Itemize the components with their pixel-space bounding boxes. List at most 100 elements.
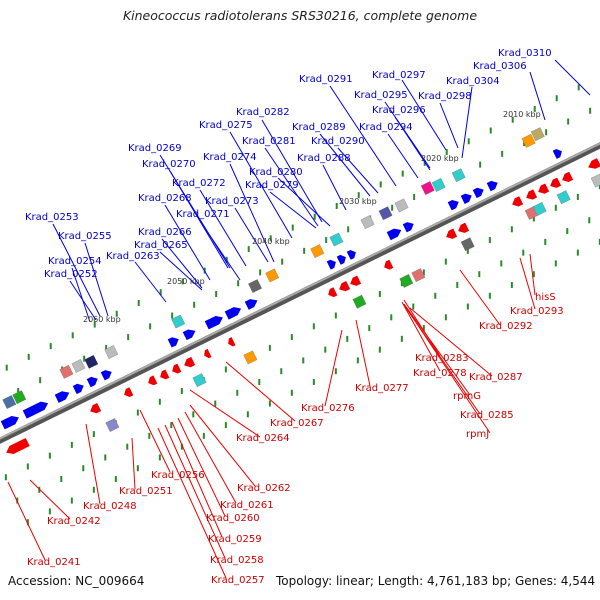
gene-label[interactable]: Krad_0278 — [413, 368, 467, 379]
reverse-label-leader — [139, 409, 171, 473]
gene-label[interactable]: Krad_0292 — [479, 321, 533, 332]
genome-backbone — [0, 142, 600, 444]
forward-gene-arrow — [204, 316, 223, 330]
reverse-label-leader — [7, 481, 46, 561]
gene-label[interactable]: Krad_0272 — [172, 178, 226, 189]
forward-gene-arrow — [0, 415, 19, 430]
reverse-label-leader — [459, 269, 501, 326]
domain-block — [556, 190, 571, 205]
gene-label[interactable]: Krad_0298 — [418, 91, 472, 102]
gene-label[interactable]: Krad_0266 — [138, 227, 192, 238]
gene-label[interactable]: Krad_0280 — [249, 167, 303, 178]
reverse-label-leader — [29, 479, 71, 520]
gene-label[interactable]: hisS — [535, 292, 556, 303]
gene-label[interactable]: Krad_0271 — [176, 209, 230, 220]
forward-gene-labels: Krad_0310 Krad_0306 Krad_0304 Krad_0297 … — [25, 48, 552, 280]
forward-gene-arrow — [54, 391, 70, 403]
domain-block — [248, 279, 262, 293]
reverse-gene-arrow — [339, 280, 351, 292]
gene-label[interactable]: Krad_0254 — [48, 256, 102, 267]
gene-label[interactable]: Krad_0251 — [119, 486, 173, 497]
domain-block — [310, 244, 325, 259]
gene-label[interactable]: Krad_0265 — [134, 240, 188, 251]
gene-label[interactable]: Krad_0304 — [446, 76, 500, 87]
domain-block — [360, 215, 375, 229]
forward-label-leader — [199, 189, 247, 267]
domain-block — [265, 268, 280, 283]
domain-block — [399, 274, 414, 288]
gene-label[interactable]: Krad_0293 — [510, 306, 564, 317]
gene-label[interactable]: Krad_0262 — [237, 483, 291, 494]
gene-label[interactable]: Krad_0267 — [270, 418, 324, 429]
reverse-gene-arrow — [458, 222, 470, 233]
forward-label-leader — [461, 86, 473, 159]
gene-label[interactable]: Krad_0259 — [208, 534, 262, 545]
gene-label[interactable]: Krad_0285 — [460, 410, 514, 421]
gene-label[interactable]: Krad_0252 — [44, 269, 98, 280]
gene-label[interactable]: Krad_0256 — [151, 470, 205, 481]
forward-gene-arrow — [72, 383, 84, 395]
forward-gene-arrow — [167, 337, 179, 348]
gene-label[interactable]: Krad_0296 — [372, 105, 426, 116]
gene-label[interactable]: Krad_0260 — [206, 513, 260, 524]
reverse-gene-arrow — [184, 356, 196, 368]
reverse-gene-arrow — [538, 183, 550, 194]
gene-label[interactable]: Krad_0282 — [236, 107, 290, 118]
reverse-label-leader — [164, 424, 226, 559]
gene-label[interactable]: Krad_0289 — [292, 122, 346, 133]
gene-label[interactable]: Krad_0253 — [25, 212, 79, 223]
gene-label[interactable]: rpmG — [453, 391, 481, 402]
gene-label[interactable]: Krad_0306 — [473, 61, 527, 72]
gene-label[interactable]: Krad_0283 — [415, 353, 469, 364]
reverse-gene-arrow — [160, 369, 170, 380]
forward-label-leader — [169, 170, 229, 269]
gene-label[interactable]: Krad_0261 — [220, 500, 274, 511]
gene-label[interactable]: Krad_0264 — [236, 433, 290, 444]
gene-label[interactable]: Krad_0248 — [83, 501, 137, 512]
gene-label[interactable]: Krad_0274 — [203, 152, 257, 163]
reverse-gene-arrow — [384, 259, 394, 270]
forward-label-leader — [319, 133, 371, 197]
gene-label[interactable]: Krad_0242 — [47, 516, 101, 527]
gene-label[interactable]: Krad_0269 — [128, 143, 182, 154]
gene-label[interactable]: Krad_0291 — [299, 74, 353, 85]
gene-label[interactable]: Krad_0276 — [301, 403, 355, 414]
reverse-gene-arrow — [562, 171, 574, 182]
gene-label[interactable]: Krad_0279 — [245, 180, 299, 191]
gene-label[interactable]: Krad_0287 — [469, 372, 523, 383]
domain-block — [192, 373, 207, 388]
gene-label[interactable]: Krad_0255 — [58, 231, 112, 242]
reverse-gene-arrow — [512, 196, 524, 207]
gene-label[interactable]: Krad_0281 — [242, 136, 296, 147]
gene-label[interactable]: Krad_0294 — [359, 122, 413, 133]
forward-label-leader — [71, 267, 91, 323]
reverse-gene-arrow — [124, 387, 134, 398]
gene-label[interactable]: Krad_0268 — [138, 193, 192, 204]
gene-label[interactable]: Krad_0263 — [106, 251, 160, 262]
gene-label[interactable]: Krad_0257 — [211, 575, 265, 586]
domain-block — [460, 237, 475, 252]
domain-block — [590, 173, 600, 188]
gene-label[interactable]: Krad_0270 — [142, 159, 196, 170]
forward-gene-arrow — [22, 401, 49, 419]
gene-label[interactable]: Krad_0275 — [199, 120, 253, 131]
gene-label[interactable]: Krad_0273 — [205, 196, 259, 207]
gene-label[interactable]: Krad_0288 — [297, 153, 351, 164]
gene-label[interactable]: Krad_0258 — [210, 555, 264, 566]
gene-label[interactable]: Krad_0295 — [354, 90, 408, 101]
reverse-gene-arrow — [204, 348, 212, 359]
gene-label[interactable]: Krad_0310 — [498, 48, 552, 59]
gene-label[interactable]: Krad_0241 — [27, 557, 81, 568]
gene-label[interactable]: Krad_0290 — [311, 136, 365, 147]
reverse-gene-arrow — [350, 275, 362, 286]
gene-label[interactable]: rpmJ — [466, 429, 489, 440]
forward-label-leader — [261, 119, 323, 223]
reverse-label-leader — [355, 319, 371, 387]
forward-label-leader — [234, 207, 269, 263]
gene-label[interactable]: Krad_0277 — [355, 383, 409, 394]
reverse-label-leader — [85, 423, 101, 505]
domain-block — [243, 350, 258, 365]
gene-label[interactable]: Krad_0297 — [372, 70, 426, 81]
reverse-label-leader — [131, 437, 136, 490]
